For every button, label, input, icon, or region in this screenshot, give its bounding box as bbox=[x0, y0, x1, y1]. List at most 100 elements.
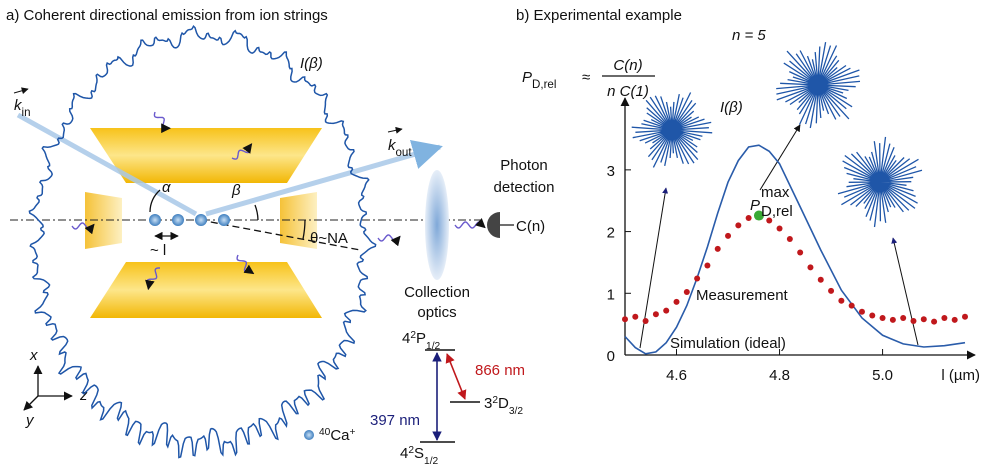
photon bbox=[455, 222, 485, 228]
text-part: D,rel bbox=[532, 79, 556, 91]
arrow-over bbox=[388, 129, 402, 132]
point bbox=[653, 311, 659, 317]
point bbox=[797, 250, 803, 256]
wavevector-label: kin bbox=[14, 97, 31, 119]
point bbox=[921, 316, 927, 322]
text-part: 3/2 bbox=[509, 406, 523, 417]
panel-title: b) Experimental example bbox=[516, 7, 682, 24]
photon bbox=[378, 235, 400, 241]
x-tick-label: 4.6 bbox=[666, 367, 687, 384]
point bbox=[880, 315, 886, 321]
wavelength: 866 nm bbox=[475, 362, 525, 379]
point bbox=[828, 288, 834, 294]
point bbox=[869, 313, 875, 319]
signal-label: C(n) bbox=[516, 218, 545, 235]
text-part: out bbox=[396, 147, 413, 159]
formula-relation: ≈ bbox=[582, 69, 590, 86]
point bbox=[622, 316, 628, 322]
text-part: + bbox=[350, 427, 356, 438]
point bbox=[818, 277, 824, 283]
text-part: 1/2 bbox=[424, 456, 438, 466]
text-part: in bbox=[22, 107, 31, 119]
intensity-label: I(β) bbox=[300, 55, 323, 72]
point bbox=[849, 303, 855, 309]
angle-arc bbox=[255, 205, 258, 220]
point bbox=[632, 314, 638, 320]
pointer bbox=[760, 125, 800, 190]
axis-label: y bbox=[25, 412, 35, 429]
angle-label: α bbox=[162, 179, 171, 196]
peak-label-sub: D,rel bbox=[761, 203, 793, 220]
x-tick-label: 4.8 bbox=[769, 367, 790, 384]
point bbox=[746, 215, 752, 221]
text-part: 3 bbox=[484, 395, 492, 412]
point bbox=[735, 222, 741, 228]
spacing-label: ~ l bbox=[150, 242, 166, 259]
axis-label: x bbox=[29, 347, 38, 364]
polar-pattern bbox=[838, 137, 922, 227]
lens bbox=[425, 170, 449, 280]
ion bbox=[218, 214, 230, 226]
label: Collection bbox=[404, 284, 470, 301]
formula: PD,rel bbox=[522, 69, 556, 91]
peak-label: P bbox=[750, 197, 760, 214]
point bbox=[694, 275, 700, 281]
y-tick-label: 0 bbox=[607, 348, 615, 365]
text-part: Ca bbox=[330, 427, 350, 444]
formula-denominator: n C(1) bbox=[607, 83, 649, 100]
text-part: 4 bbox=[402, 330, 410, 347]
panel-title: a) Coherent directional emission from io… bbox=[6, 7, 328, 24]
text-part: P bbox=[416, 330, 426, 347]
pointer bbox=[893, 238, 918, 345]
point bbox=[674, 299, 680, 305]
level-label: 42P1/2 bbox=[402, 330, 441, 352]
pointer bbox=[640, 188, 666, 348]
arrow-over bbox=[14, 89, 28, 93]
y-tick-label: 1 bbox=[607, 286, 615, 303]
text-part: P bbox=[750, 197, 760, 214]
angle-label: β bbox=[231, 182, 241, 199]
ion-label: 40Ca+ bbox=[319, 427, 356, 445]
point bbox=[838, 298, 844, 304]
ion bbox=[172, 214, 184, 226]
text-part: 40 bbox=[319, 427, 331, 438]
x-tick-label: 5.0 bbox=[872, 367, 893, 384]
point bbox=[941, 315, 947, 321]
point bbox=[859, 309, 865, 315]
wavelength: 397 nm bbox=[370, 412, 420, 429]
photon bbox=[154, 112, 170, 128]
wavevector-label: kout bbox=[388, 137, 412, 159]
polar-label: I(β) bbox=[720, 99, 743, 116]
text-part: 4 bbox=[400, 445, 408, 462]
point bbox=[931, 319, 937, 325]
point bbox=[704, 263, 710, 269]
ion-legend bbox=[304, 430, 314, 440]
series-label: Simulation (ideal) bbox=[670, 335, 786, 352]
text-part: P bbox=[522, 69, 532, 86]
point bbox=[890, 317, 896, 323]
y-tick-label: 2 bbox=[607, 225, 615, 242]
text-part: 1/2 bbox=[426, 341, 440, 352]
angle-label: θ~NA bbox=[310, 230, 348, 247]
point bbox=[643, 318, 649, 324]
figure: a) Coherent directional emission from io… bbox=[0, 0, 982, 466]
point bbox=[807, 264, 813, 270]
label: detection bbox=[494, 179, 555, 196]
n-label: n = 5 bbox=[732, 27, 766, 44]
point bbox=[962, 314, 968, 320]
point bbox=[684, 289, 690, 295]
label: optics bbox=[417, 304, 456, 321]
peak-label-sup: max bbox=[761, 184, 790, 201]
ion bbox=[195, 214, 207, 226]
polar-pattern bbox=[632, 93, 713, 168]
electrode bbox=[90, 262, 322, 318]
text-part: D bbox=[498, 395, 509, 412]
point bbox=[900, 315, 906, 321]
label: Photon bbox=[500, 157, 548, 174]
point bbox=[952, 317, 958, 323]
point bbox=[663, 308, 669, 314]
point bbox=[725, 233, 731, 239]
series-label: Measurement bbox=[696, 287, 789, 304]
detector bbox=[487, 212, 500, 238]
axis-y bbox=[24, 396, 38, 410]
